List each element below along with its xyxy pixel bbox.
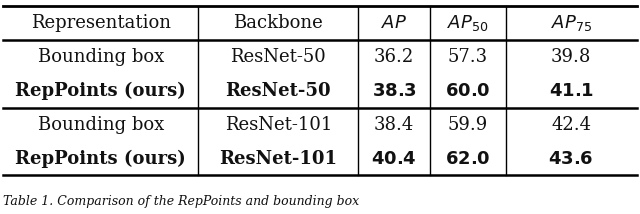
Text: ResNet-50: ResNet-50 — [225, 82, 332, 100]
Text: $\mathbf{43.6}$: $\mathbf{43.6}$ — [548, 150, 594, 168]
Text: Representation: Representation — [31, 14, 171, 32]
Text: Table 1. Comparison of the RepPoints and bounding box: Table 1. Comparison of the RepPoints and… — [3, 195, 359, 208]
Text: $AP_{75}$: $AP_{75}$ — [550, 13, 592, 33]
Text: ResNet-50: ResNet-50 — [230, 48, 326, 66]
Text: 59.9: 59.9 — [448, 116, 488, 134]
Text: $\mathbf{38.3}$: $\mathbf{38.3}$ — [372, 82, 417, 100]
Text: $\mathbf{40.4}$: $\mathbf{40.4}$ — [371, 150, 417, 168]
Text: 36.2: 36.2 — [374, 48, 414, 66]
Text: $\mathbf{41.1}$: $\mathbf{41.1}$ — [548, 82, 594, 100]
Text: 42.4: 42.4 — [551, 116, 591, 134]
Text: ResNet-101: ResNet-101 — [225, 116, 332, 134]
Text: 57.3: 57.3 — [448, 48, 488, 66]
Text: Backbone: Backbone — [234, 14, 323, 32]
Text: 38.4: 38.4 — [374, 116, 414, 134]
Text: $AP_{50}$: $AP_{50}$ — [447, 13, 488, 33]
Text: Bounding box: Bounding box — [38, 48, 164, 66]
Text: ResNet-101: ResNet-101 — [220, 150, 337, 168]
Text: 39.8: 39.8 — [551, 48, 591, 66]
Text: $AP$: $AP$ — [381, 14, 407, 32]
Text: $\mathbf{60.0}$: $\mathbf{60.0}$ — [445, 82, 491, 100]
Text: RepPoints (ours): RepPoints (ours) — [15, 82, 186, 100]
Text: Bounding box: Bounding box — [38, 116, 164, 134]
Text: RepPoints (ours): RepPoints (ours) — [15, 149, 186, 168]
Text: $\mathbf{62.0}$: $\mathbf{62.0}$ — [445, 150, 491, 168]
